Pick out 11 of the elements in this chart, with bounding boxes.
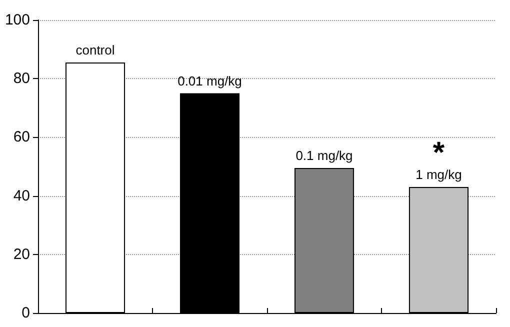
y-tick-label: 100 [4,12,30,28]
annotation: * [432,136,445,170]
y-tick-label: 60 [13,128,30,146]
x-tick-label: control [76,42,115,58]
x-tick-label: 0.1 mg/kg [296,148,353,163]
x-tick-label: 0.01 mg/kg [178,73,242,88]
y-tick-label: 0 [22,304,30,322]
y-tick-label: 20 [13,246,30,263]
y-tick-label: 80 [13,70,30,88]
y-tick-label: 40 [13,187,30,204]
x-tick-label: 1 mg/kg [416,167,462,182]
